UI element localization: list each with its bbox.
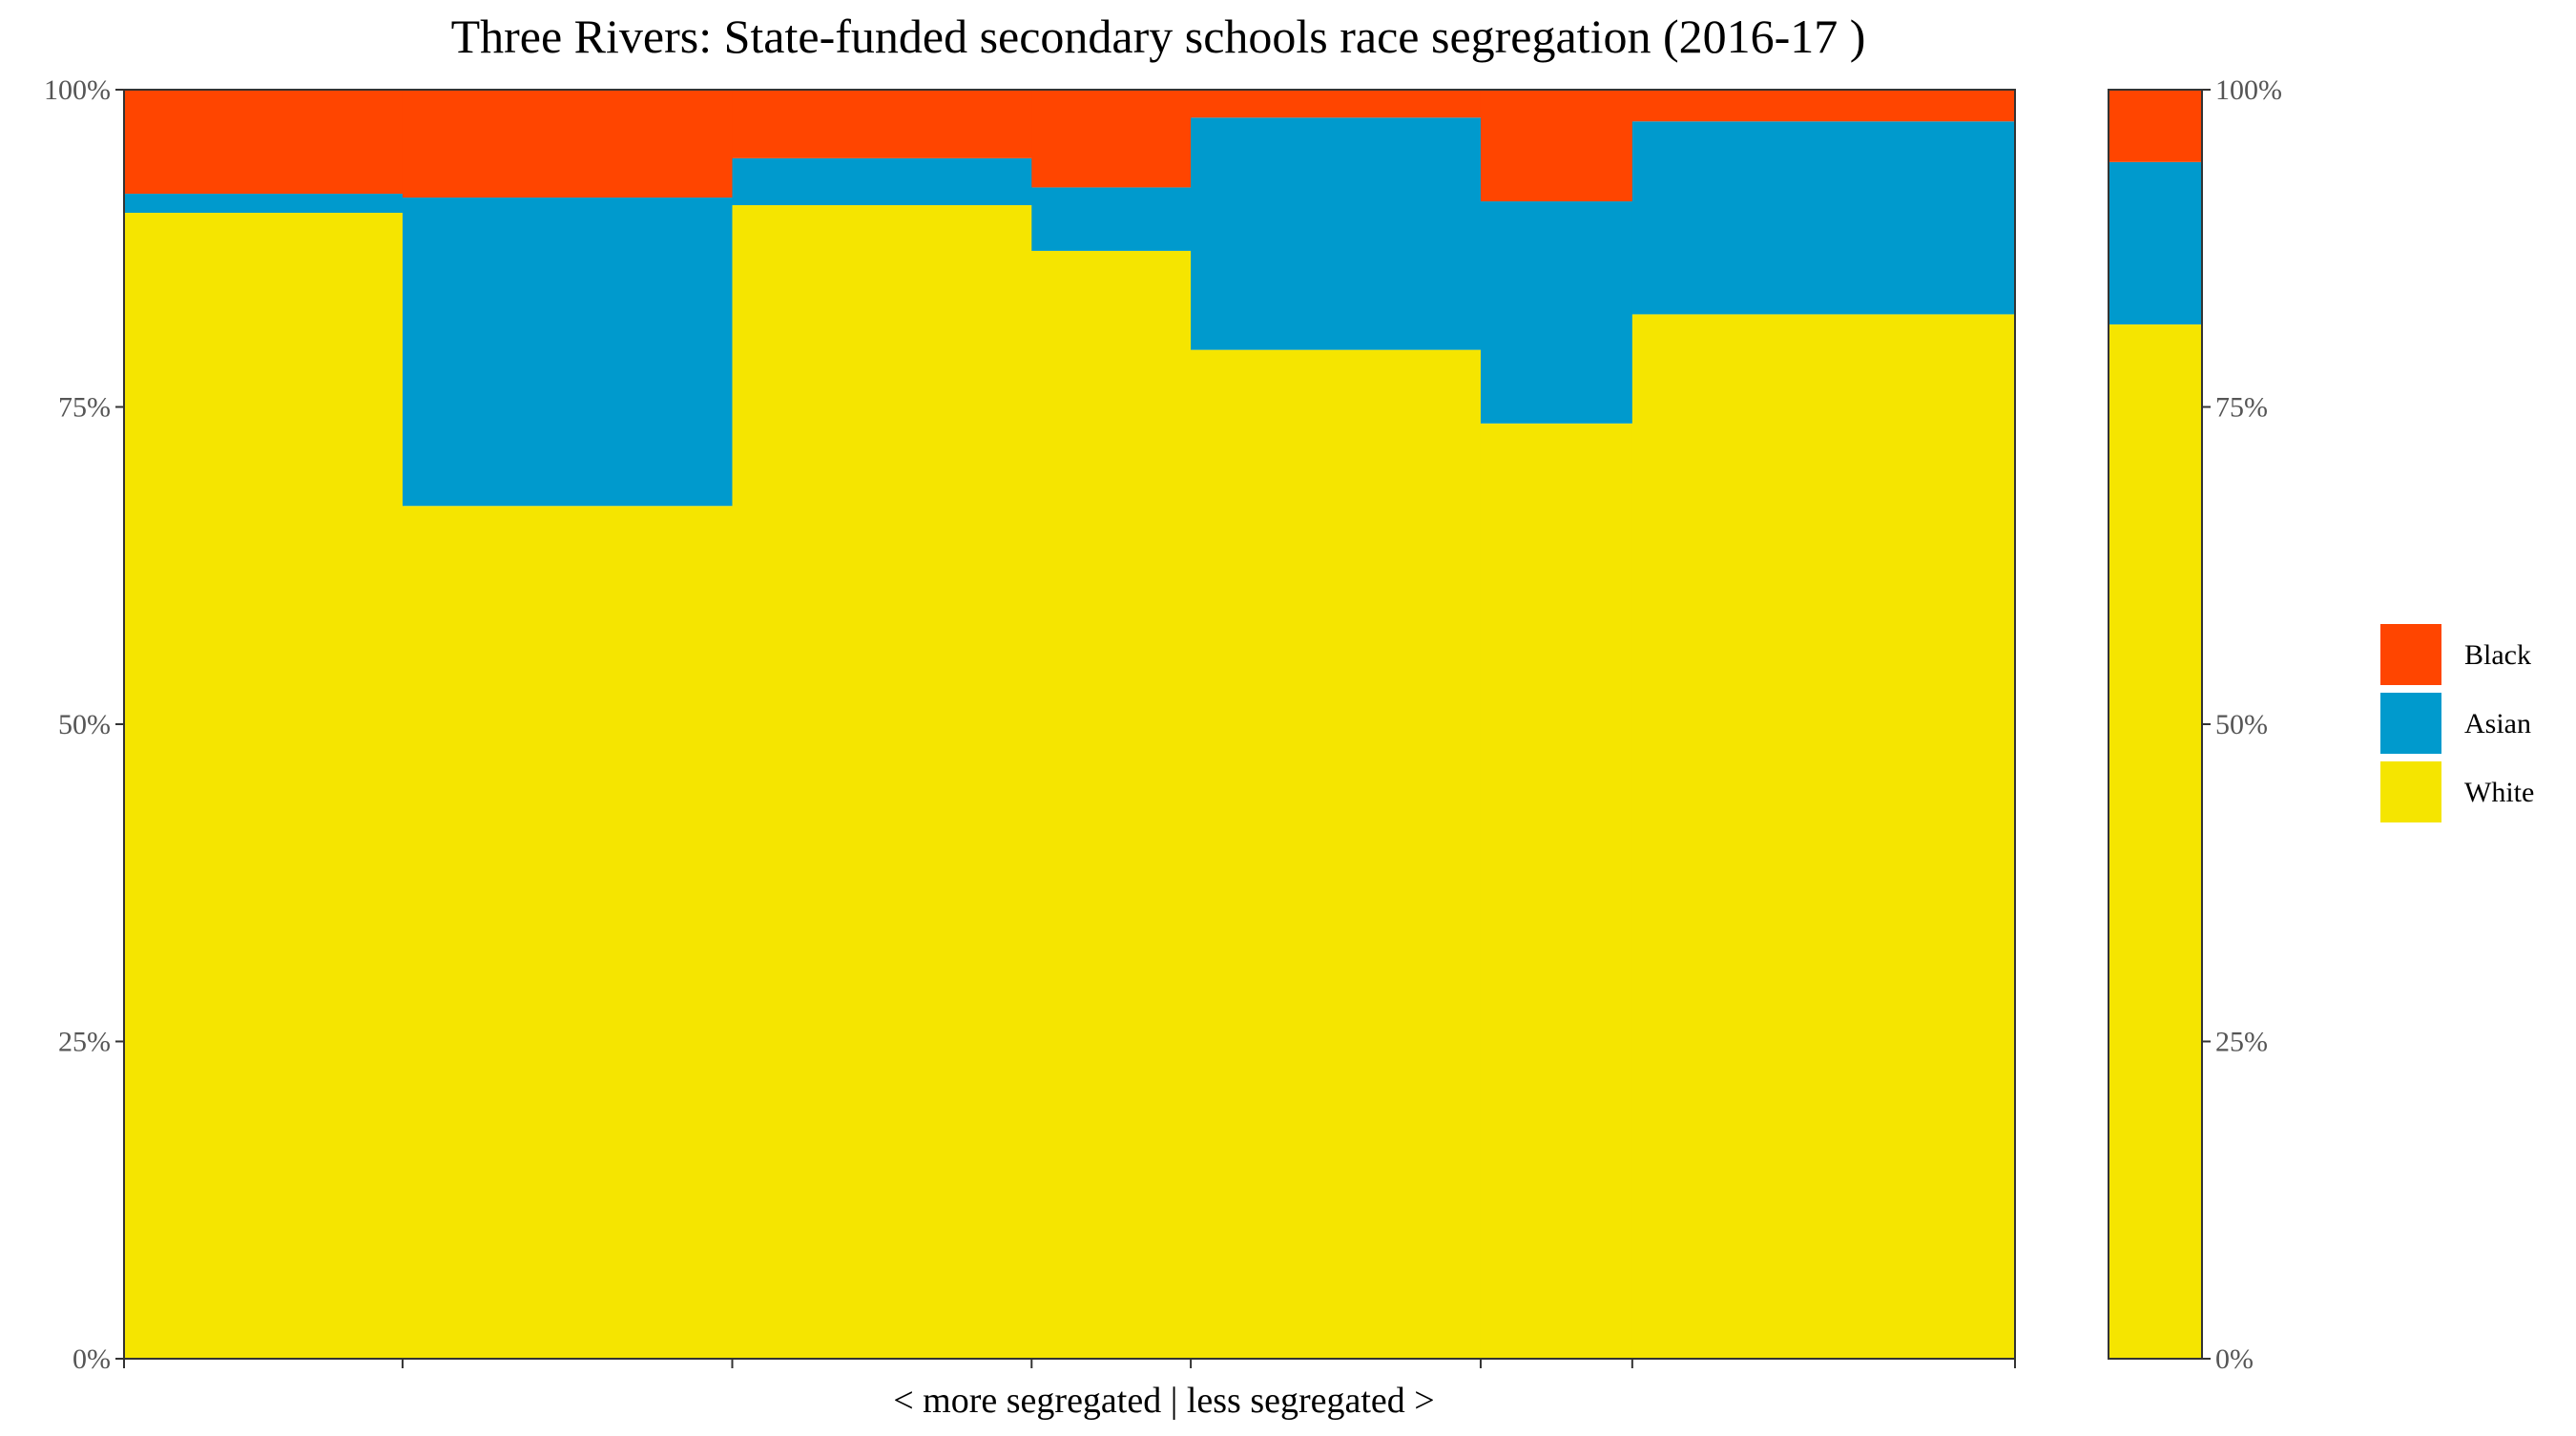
x-axis: [123, 1359, 2016, 1368]
bar-school-7-white: [1631, 314, 2016, 1359]
bar-school-1-black: [124, 90, 404, 195]
bar-school-7-asian: [1631, 121, 2016, 315]
bar-school-3-asian: [732, 157, 1032, 206]
left-y-tick-label: 75%: [58, 392, 111, 424]
bar-school-2-asian: [402, 198, 734, 507]
legend-swatch-black: [2380, 624, 2441, 685]
bar-school-2-white: [402, 506, 734, 1359]
legend-swatch-asian: [2380, 693, 2441, 754]
bar-school-7-black: [1631, 90, 2016, 122]
legend-label-black: Black: [2464, 639, 2531, 671]
legend: Black Asian White: [2380, 624, 2534, 822]
bar-school-6-white: [1480, 423, 1633, 1359]
left-y-tick-label: 100%: [44, 74, 111, 106]
chart-title: Three Rivers: State-funded secondary sch…: [451, 10, 1866, 63]
bar-school-5-asian: [1191, 117, 1482, 350]
right-y-axis: 0% 25% 50% 75% 100%: [2202, 74, 2282, 1375]
left-y-axis: 0% 25% 50% 75% 100%: [44, 74, 124, 1375]
right-y-tick-label: 100%: [2215, 74, 2282, 106]
bar-school-1-asian: [124, 194, 404, 214]
bar-school-6-asian: [1480, 201, 1633, 424]
x-axis-label: < more segregated | less segregated >: [893, 1381, 1434, 1421]
left-y-tick-label: 50%: [58, 709, 111, 740]
bar-school-2-black: [402, 90, 734, 198]
right-y-tick-label: 25%: [2215, 1027, 2268, 1058]
bar-school-1-white: [124, 213, 404, 1359]
bar-school-3-black: [732, 90, 1032, 158]
bar-school-5-black: [1191, 90, 1482, 118]
bar-school-4-black: [1031, 90, 1192, 188]
left-y-tick-label: 0%: [73, 1343, 111, 1375]
overall-bar-group: [2109, 90, 2202, 1359]
bar-school-6-black: [1480, 90, 1633, 202]
bar-overall-asian: [2109, 161, 2202, 325]
bar-school-5-white: [1191, 349, 1482, 1359]
legend-label-white: White: [2464, 777, 2534, 808]
bar-overall-black: [2109, 90, 2202, 162]
bar-school-4-asian: [1031, 187, 1192, 251]
right-y-tick-label: 50%: [2215, 709, 2268, 740]
right-y-tick-label: 0%: [2215, 1343, 2254, 1375]
legend-swatch-white: [2380, 761, 2441, 822]
right-y-tick-label: 75%: [2215, 392, 2268, 424]
bar-school-3-white: [732, 205, 1032, 1359]
left-y-tick-label: 25%: [58, 1027, 111, 1058]
bars-group: [124, 90, 2016, 1359]
bar-overall-white: [2109, 324, 2202, 1359]
bar-school-4-white: [1031, 250, 1192, 1359]
legend-label-asian: Asian: [2464, 708, 2531, 739]
